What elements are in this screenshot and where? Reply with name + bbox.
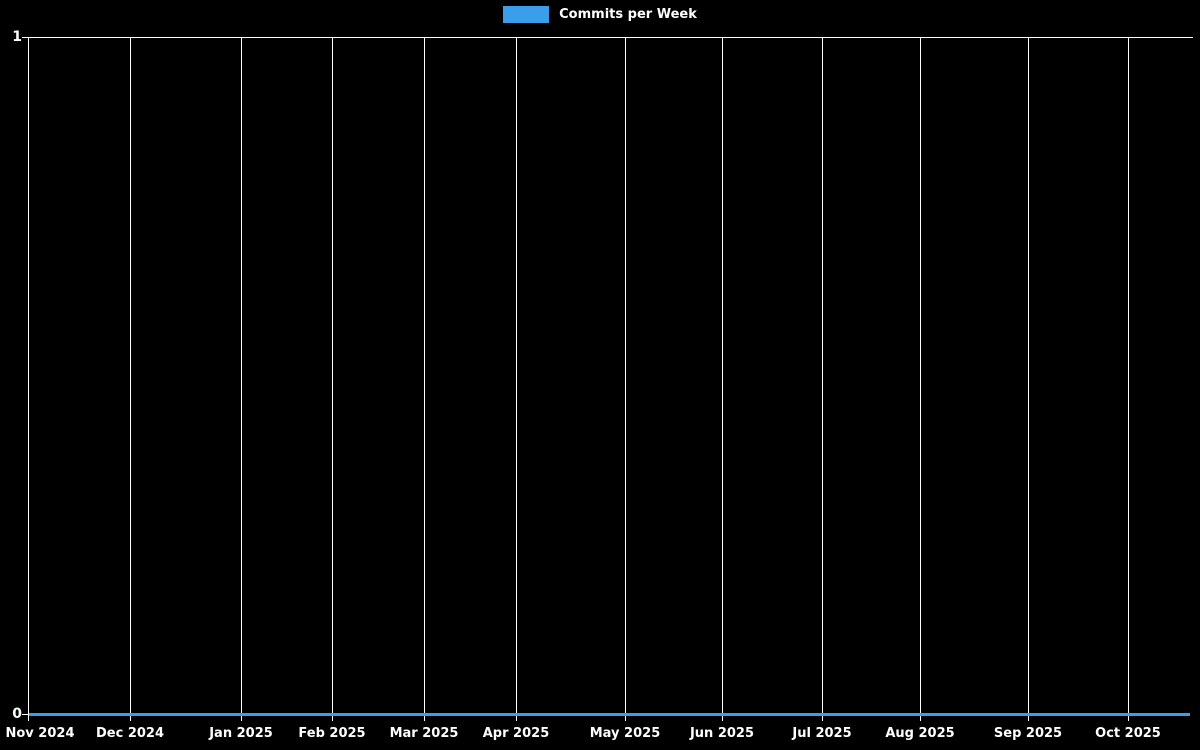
- gridline-dec-2024: [130, 37, 131, 715]
- x-tick-label-sep-2025: Sep 2025: [993, 726, 1063, 741]
- gridline-aug-2025: [920, 37, 921, 715]
- y-tick-label-1: 1: [12, 29, 22, 45]
- x-tick-mark-dec-2024: [130, 715, 131, 721]
- gridline-apr-2025: [516, 37, 517, 715]
- y-tick-mark-1: [22, 37, 28, 38]
- x-tick-label-oct-2025: Oct 2025: [1095, 726, 1161, 741]
- plot-top-border: [28, 37, 1193, 38]
- legend-swatch-commits-per-week: [503, 6, 550, 23]
- x-tick-label-jul-2025: Jul 2025: [792, 726, 852, 741]
- y-tick-mark-0: [22, 714, 28, 715]
- x-tick-mark-jun-2025: [722, 715, 723, 721]
- x-tick-mark-feb-2025: [332, 715, 333, 721]
- gridline-sep-2025: [1028, 37, 1029, 715]
- x-tick-mark-aug-2025: [920, 715, 921, 721]
- x-tick-mark-jul-2025: [822, 715, 823, 721]
- x-tick-mark-mar-2025: [424, 715, 425, 721]
- x-tick-label-mar-2025: Mar 2025: [389, 726, 459, 741]
- x-tick-mark-sep-2025: [1028, 715, 1029, 721]
- gridline-may-2025: [625, 37, 626, 715]
- x-tick-label-nov-2024: Nov 2024: [5, 726, 75, 741]
- x-tick-mark-nov-2024: [28, 715, 29, 721]
- x-tick-label-apr-2025: Apr 2025: [482, 726, 550, 741]
- gridline-feb-2025: [332, 37, 333, 715]
- legend-label-commits-per-week: Commits per Week: [559, 7, 697, 22]
- x-tick-label-feb-2025: Feb 2025: [298, 726, 366, 741]
- chart-legend: Commits per Week: [0, 6, 1200, 23]
- gridline-mar-2025: [424, 37, 425, 715]
- y-axis-spine: [28, 37, 29, 715]
- y-tick-label-0: 0: [12, 706, 22, 722]
- x-tick-label-jun-2025: Jun 2025: [689, 726, 755, 741]
- x-tick-label-dec-2024: Dec 2024: [95, 726, 165, 741]
- x-tick-label-jan-2025: Jan 2025: [209, 726, 273, 741]
- x-tick-mark-may-2025: [625, 715, 626, 721]
- x-tick-mark-apr-2025: [516, 715, 517, 721]
- x-tick-mark-oct-2025: [1128, 715, 1129, 721]
- x-tick-label-may-2025: May 2025: [589, 726, 661, 741]
- series-line-commits-per-week: [29, 713, 1190, 716]
- x-tick-mark-jan-2025: [241, 715, 242, 721]
- gridline-oct-2025: [1128, 37, 1129, 715]
- x-tick-label-aug-2025: Aug 2025: [885, 726, 955, 741]
- gridline-jul-2025: [822, 37, 823, 715]
- gridline-jan-2025: [241, 37, 242, 715]
- gridline-jun-2025: [722, 37, 723, 715]
